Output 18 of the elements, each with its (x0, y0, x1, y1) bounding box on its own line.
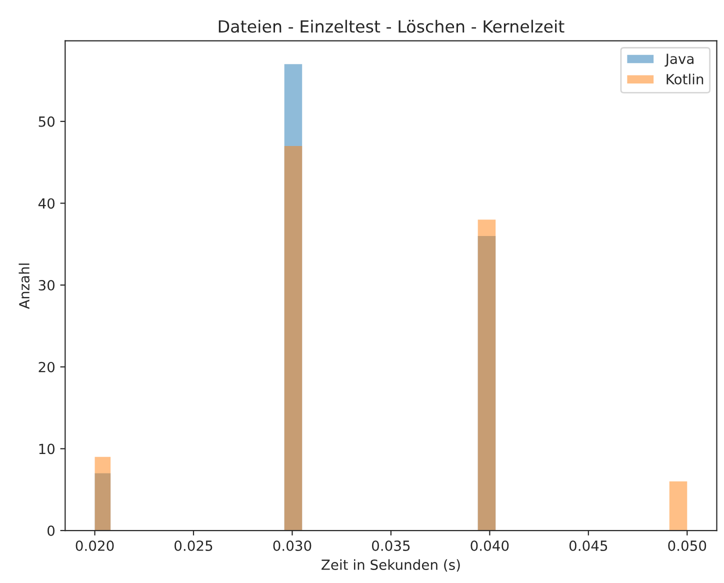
y-tick-label: 50 (38, 116, 55, 127)
y-tick-label: 20 (38, 362, 55, 372)
x-tick-label: 0.045 (569, 540, 608, 552)
x-tick-label: 0.025 (174, 540, 212, 552)
x-tick-label: 0.050 (668, 540, 706, 552)
y-tick-label: 0 (48, 526, 55, 536)
x-tick-label: 0.020 (76, 540, 114, 552)
chart-title: Dateien - Einzeltest - Löschen - Kernelzeit (218, 20, 564, 33)
legend-label: Kotlin (666, 74, 704, 84)
y-tick-label: 10 (39, 444, 55, 454)
x-axis-title: Zeit in Sekunden (s) (322, 559, 460, 572)
legend-label: Java (664, 54, 694, 67)
x-tick-label: 0.035 (372, 540, 410, 552)
x-tick-label: 0.030 (273, 540, 312, 552)
x-tick-label: 0.040 (470, 540, 509, 552)
y-axis-title: Anzahl (18, 264, 30, 309)
y-tick-label: 30 (38, 280, 55, 291)
y-tick-label: 40 (38, 198, 55, 209)
